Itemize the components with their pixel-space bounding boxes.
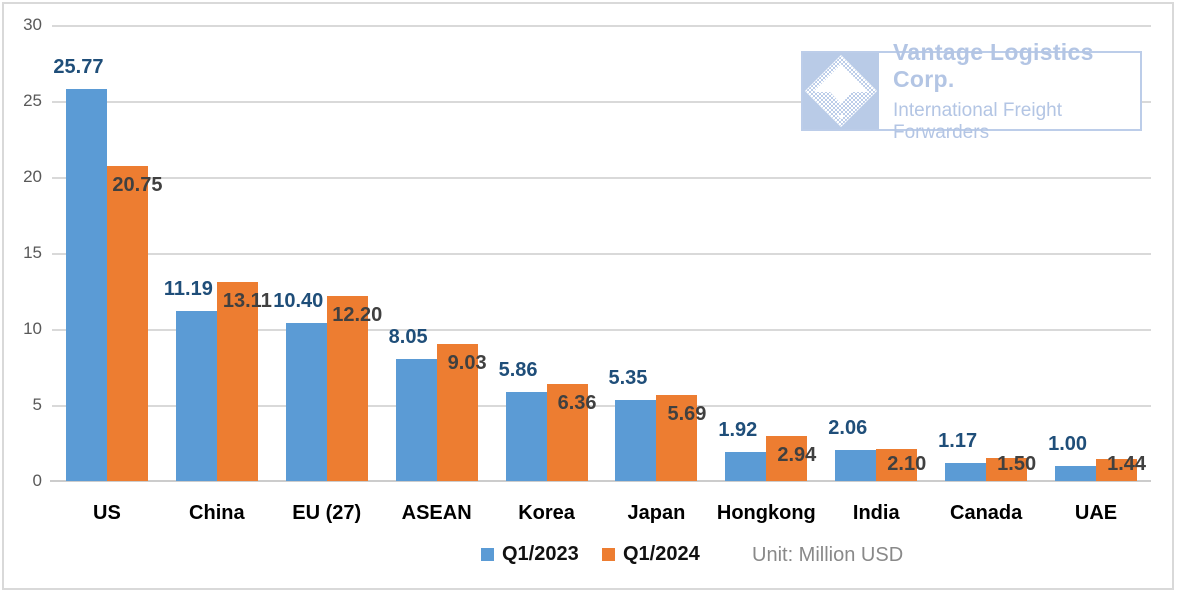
bar-q1-2024-uae (1096, 459, 1138, 481)
company-watermark: Vantage Logistics Corp. International Fr… (801, 39, 1142, 143)
bar-q1-2024-us (106, 165, 148, 481)
bar-q1-2023-asean (395, 358, 437, 481)
y-axis-tick-0: 0 (32, 471, 42, 490)
bar-q1-2023-japan (615, 399, 657, 481)
bar-q1-2024-hongkong (766, 436, 808, 481)
x-axis-label-korea: Korea (518, 502, 575, 524)
bar-q1-2024-korea (546, 384, 588, 481)
value-label-q1-2023-canada: 1.17 (938, 430, 978, 453)
y-axis-tick-30: 30 (23, 15, 42, 34)
value-label-q1-2023-uae: 1.00 (1048, 432, 1088, 455)
value-label-q1-2024-hongkong: 2.94 (777, 444, 817, 467)
value-label-q1-2024-asean: 9.03 (447, 351, 487, 374)
y-axis-tick-10: 10 (23, 319, 42, 338)
gridline-30 (52, 25, 1151, 27)
x-axis-label-canada: Canada (950, 502, 1023, 524)
unit-label: Unit: Million USD (752, 544, 904, 566)
bar-q1-2024-china (216, 281, 258, 481)
company-logo (803, 53, 879, 129)
x-axis-label-us: US (93, 502, 121, 524)
y-axis-tick-20: 20 (23, 167, 42, 186)
bar-q1-2024-eu-27 (326, 295, 368, 481)
value-label-q1-2024-us: 20.75 (112, 173, 163, 196)
legend-label: Q1/2024 (623, 543, 700, 565)
legend-item-q1-2023: Q1/2023 (481, 543, 579, 566)
gridline-15 (52, 253, 1151, 255)
value-label-q1-2023-india: 2.06 (828, 416, 868, 439)
bar-q1-2023-us (65, 89, 107, 481)
company-tagline: International Freight Forwarders (893, 99, 1062, 143)
bar-q1-2024-asean (436, 343, 478, 481)
bar-q1-2024-india (876, 449, 918, 481)
value-label-q1-2024-uae: 1.44 (1107, 453, 1147, 475)
x-axis-label-india: India (852, 502, 900, 524)
bar-q1-2024-japan (656, 394, 698, 481)
x-axis-label-uae: UAE (1074, 502, 1118, 524)
value-label-q1-2024-canada: 1.50 (997, 453, 1037, 475)
legend-swatch-q1-2024 (602, 548, 615, 561)
bar-q1-2023-canada (945, 463, 987, 481)
x-axis-label-japan: Japan (627, 502, 686, 524)
value-label-q1-2023-korea: 5.86 (498, 358, 538, 381)
bar-q1-2023-uae (1055, 465, 1097, 481)
value-label-q1-2024-china: 13.11 (222, 289, 272, 312)
value-label-q1-2023-hongkong: 1.92 (718, 418, 758, 441)
x-axis-label-asean: ASEAN (401, 502, 472, 524)
bar-q1-2023-hongkong (725, 451, 767, 481)
value-label-q1-2024-japan: 5.69 (667, 402, 707, 425)
x-axis-label-hongkong: Hongkong (716, 502, 816, 524)
y-axis-tick-15: 15 (23, 243, 42, 262)
value-label-q1-2023-japan: 5.35 (608, 366, 648, 389)
gridline-10 (52, 329, 1151, 331)
bar-q1-2023-china (175, 310, 217, 481)
value-label-q1-2023-asean: 8.05 (388, 325, 428, 348)
bar-q1-2023-korea (505, 391, 547, 481)
value-label-q1-2024-korea: 6.36 (557, 392, 597, 415)
bar-q1-2023-eu-27 (285, 322, 327, 481)
value-label-q1-2023-eu-27: 10.40 (273, 289, 324, 312)
company-name: Vantage Logistics Corp. (893, 38, 1094, 92)
value-label-q1-2024-india: 2.10 (887, 453, 927, 475)
gridline-25 (52, 101, 1151, 103)
x-axis-label-eu-27: EU (27) (292, 502, 362, 524)
gridline-5 (52, 405, 1151, 407)
y-axis-tick-25: 25 (23, 91, 42, 110)
bar-q1-2023-india (835, 449, 877, 481)
y-axis-tick-5: 5 (32, 395, 42, 414)
company-text-block: Vantage Logistics Corp. International Fr… (879, 39, 1140, 143)
gridline-20 (52, 177, 1151, 179)
diamond-halftone-icon (803, 53, 879, 129)
legend-swatch-q1-2023 (481, 548, 494, 561)
value-label-q1-2023-china: 11.19 (163, 277, 213, 300)
bar-q1-2024-canada (986, 458, 1028, 481)
value-label-q1-2024-eu-27: 12.20 (332, 303, 383, 326)
legend-item-q1-2024: Q1/2024 (602, 543, 700, 566)
legend-label: Q1/2023 (502, 543, 579, 565)
value-label-q1-2023-us: 25.77 (53, 56, 104, 79)
x-axis-label-china: China (189, 502, 245, 524)
x-axis-line (50, 480, 1151, 482)
